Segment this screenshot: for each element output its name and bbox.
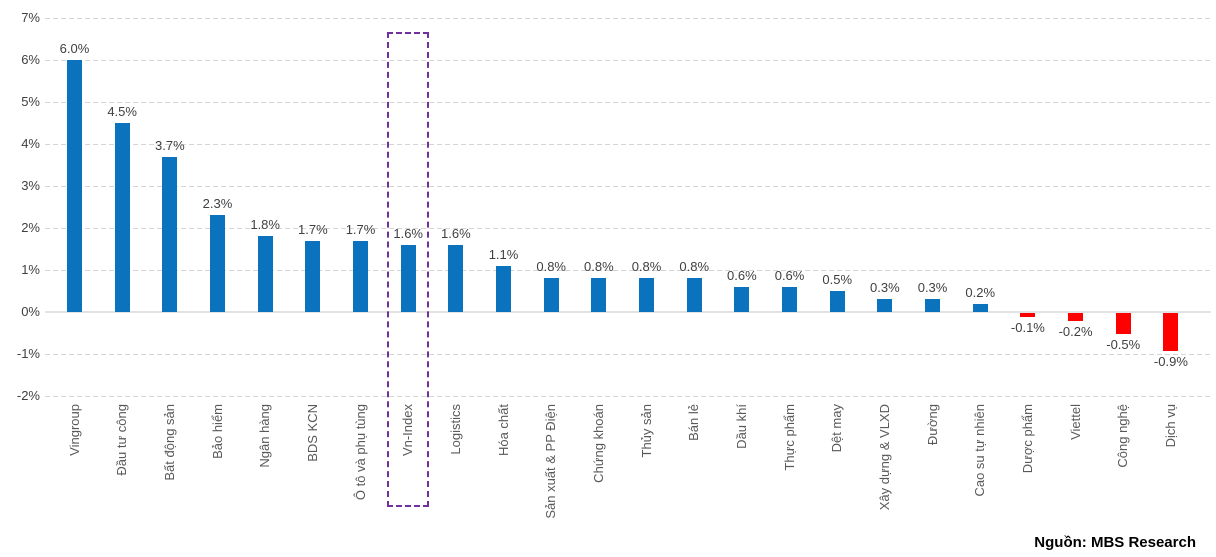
bar-cao-su-tu-nhien [972,303,988,312]
category-label-hoa-chat: Hóa chất [495,404,511,457]
bar-bao-hiem [210,215,225,312]
value-label-chung-khoan: 0.8% [584,259,614,275]
category-label-o-to-va-phu-tung: Ô tô và phụ tùng [352,404,368,501]
category-label-dau-khi: Dầu khí [733,404,749,449]
value-label-cao-su-tu-nhien: 0.2% [965,284,996,300]
value-label-bao-hiem: 2.3% [202,196,233,212]
category-label-cao-su-tu-nhien: Cao su tự nhiên [972,404,988,497]
category-label-ban-le: Bán lẻ [686,404,702,441]
category-label-ngan-hang: Ngân hàng [257,404,273,468]
value-label-ban-le: 0.8% [679,259,710,275]
value-label-dich-vu: -0.9% [1153,353,1188,369]
value-label-san-xuat-pp-dien: 0.8% [536,259,566,275]
value-label-bat-dong-san: 3.7% [155,137,185,153]
bar-o-to-va-phu-tung [353,240,369,312]
gridline-7% [45,18,1211,19]
value-label-hoa-chat: 1.1% [488,246,519,262]
y-axis-tick-label: 3% [21,178,40,193]
category-label-san-xuat-pp-dien: Sản xuất & PP Điện [543,404,559,519]
category-label-dich-vu: Dịch vụ [1162,404,1178,448]
bar-logistics [448,244,464,312]
y-axis-tick-label: 1% [21,262,40,277]
y-axis-tick-label: 5% [21,94,40,109]
category-label-duong: Đường [924,404,940,446]
category-label-logistics: Logistics [447,404,463,455]
category-label-bds-kcn: BDS KCN [304,404,320,462]
bar-bat-dong-san [162,156,178,312]
y-axis-tick-label: 6% [21,52,40,67]
category-label-det-may: Dệt may [829,404,845,453]
bar-thuy-san [639,278,655,312]
vn-index-highlight-box [387,32,430,507]
bar-ngan-hang [257,236,273,312]
category-label-cong-nghe: Công nghệ [1115,404,1131,468]
value-label-dau-tu-cong: 4.5% [107,104,137,119]
category-label-duoc-pham: Dược phẩm [1019,404,1035,474]
value-label-cong-nghe: -0.5% [1106,337,1141,352]
gridline-5% [45,102,1211,103]
y-axis-tick-label: 2% [21,220,40,235]
y-axis-tick-label: -2% [16,388,40,403]
value-label-viettel: -0.2% [1058,324,1093,340]
category-label-thuc-pham: Thực phẩm [781,404,797,471]
bar-bds-kcn [305,240,321,312]
value-label-ngan-hang: 1.8% [250,217,280,233]
bar-duong [925,299,941,312]
value-label-duoc-pham: -0.1% [1010,320,1045,336]
category-label-bat-dong-san: Bất động sản [161,404,177,481]
value-label-thuc-pham: 0.6% [774,267,805,283]
y-axis-tick-label: 7% [21,10,40,25]
category-label-vingroup: Vingroup [66,404,82,456]
value-label-vingroup: 6.0% [59,41,90,56]
gridline-2% [45,228,1211,229]
bar-vingroup [67,60,82,312]
bar-dich-vu [1163,313,1179,351]
category-label-chung-khoan: Chứng khoán [590,404,606,483]
value-label-logistics: 1.6% [441,225,471,241]
value-label-thuy-san: 0.8% [631,259,662,275]
value-label-xay-dung-vlxd: 0.3% [870,280,900,296]
category-label-xay-dung-vlxd: Xây dựng & VLXD [876,404,892,511]
value-label-o-to-va-phu-tung: 1.7% [345,221,376,237]
gridline-4% [45,144,1211,145]
gridline-1% [45,270,1211,271]
bar-dau-khi [734,286,750,312]
y-axis-tick-label: 0% [21,304,40,319]
bar-viettel [1068,313,1084,322]
value-label-vn-index: 1.6% [393,225,423,241]
bar-ban-le [686,278,702,312]
bar-cong-nghe [1115,313,1131,334]
value-label-duong: 0.3% [917,280,948,296]
bar-vn-index [400,244,416,312]
bar-chung-khoan [591,278,607,312]
value-label-dau-khi: 0.6% [727,267,757,283]
y-axis-tick-label: -1% [16,346,40,361]
gridline--1% [45,354,1211,355]
bar-dau-tu-cong [114,123,130,312]
bar-duoc-pham [1020,313,1036,318]
category-label-dau-tu-cong: Đầu tư công [114,404,130,476]
bar-san-xuat-pp-dien [543,278,559,312]
category-label-bao-hiem: Bảo hiểm [209,404,225,459]
bar-det-may [829,291,845,312]
bar-thuc-pham [782,286,798,312]
bar-hoa-chat [496,265,512,312]
value-label-bds-kcn: 1.7% [298,221,328,237]
gridline-6% [45,60,1211,61]
gridline-3% [45,186,1211,187]
category-label-viettel: Viettel [1067,404,1083,440]
source-attribution: Nguồn: MBS Research [1034,534,1196,551]
x-axis-zero-line [45,311,1211,313]
category-label-thuy-san: Thủy sản [638,404,654,458]
gridline--2% [45,396,1211,397]
value-label-det-may: 0.5% [822,272,853,287]
y-axis-tick-label: 4% [21,136,40,151]
bar-xay-dung-vlxd [877,299,893,312]
